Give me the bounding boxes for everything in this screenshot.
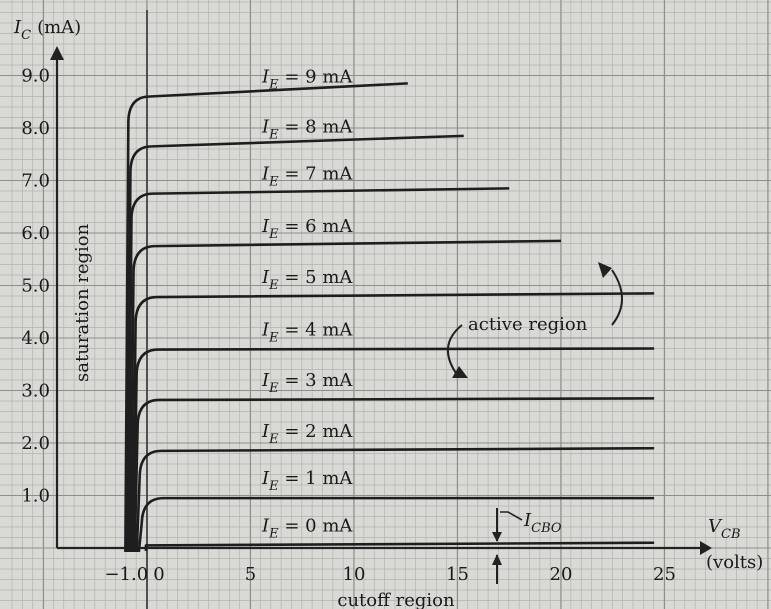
y-tick-label: 5.0: [21, 276, 50, 297]
active-arrow-down: [446, 324, 463, 377]
curve-label-subscript: E: [268, 432, 279, 447]
icbo-subscript: CBO: [531, 521, 562, 536]
curve-label-symbol: I: [261, 216, 270, 237]
active-region-label: active region: [468, 314, 588, 335]
curve-label-symbol: I: [261, 468, 270, 489]
y-tick-label: 1.0: [21, 486, 50, 507]
y-axis-symbol: I: [13, 17, 22, 38]
curve-label-subscript: E: [268, 78, 279, 93]
curve-label-symbol: I: [261, 320, 270, 341]
curve-ie-7: [127, 187, 510, 553]
curve-label-symbol: I: [261, 515, 270, 536]
curve-label-ie-1: IE = 1 mA: [261, 468, 353, 494]
curve-label-symbol: I: [261, 164, 270, 185]
y-axis-subscript: C: [21, 28, 31, 43]
x-tick-label: 25: [653, 564, 676, 585]
curve-label-value: = 7 mA: [279, 164, 354, 185]
x-tick-label: 10: [343, 564, 366, 585]
curve-label-ie-6: IE = 6 mA: [261, 216, 353, 242]
curve-label-value: = 5 mA: [279, 267, 354, 288]
curve-label-symbol: I: [261, 116, 270, 137]
x-axis-symbol: V: [708, 516, 723, 537]
y-tick-label: 6.0: [21, 223, 50, 244]
curve-label-value: = 6 mA: [279, 216, 354, 237]
y-axis-title: IC (mA): [13, 17, 81, 43]
y-tick-label: 3.0: [21, 381, 50, 402]
curve-label-ie-0: IE = 0 mA: [261, 515, 353, 541]
curve-ie-1: [137, 496, 655, 553]
axes: IC (mA)VCB(volts): [13, 10, 763, 609]
curve-ie-2: [135, 446, 655, 553]
curve-label-subscript: E: [268, 331, 279, 346]
curve-label-subscript: E: [268, 381, 279, 396]
curve-label-subscript: E: [268, 278, 279, 293]
saturation-region-label: saturation region: [72, 223, 93, 382]
curve-label-symbol: I: [261, 267, 270, 288]
x-axis-subscript: CB: [721, 527, 741, 542]
curve-ie-9: [124, 82, 408, 553]
curve-label-value: = 2 mA: [279, 421, 354, 442]
curve-label-ie-4: IE = 4 mA: [261, 320, 353, 346]
active-arrow-up-head: [598, 262, 612, 278]
curve-label-subscript: E: [268, 479, 279, 494]
icbo-label: ICBO: [523, 510, 562, 536]
y-axis-unit: (mA): [37, 17, 81, 38]
curve-label-symbol: I: [261, 421, 270, 442]
x-axis-unit: (volts): [706, 552, 763, 573]
curve-label-subscript: E: [268, 526, 279, 541]
curve-label-ie-9: IE = 9 mA: [261, 67, 353, 93]
x-axis-title: VCB: [708, 516, 741, 542]
annotations: saturation region active region cutoff reg…: [72, 223, 623, 609]
y-tick-label: 7.0: [21, 171, 50, 192]
curve-ie-3: [133, 397, 655, 553]
y-tick-label: 4.0: [21, 328, 50, 349]
tick-labels: 1.0 2.0 3.0 4.0 5.0 6.0 7.0 8.0 9.0 −1.0 0 5 10 15 20 2…: [21, 66, 676, 586]
y-tick-label: 9.0: [21, 66, 50, 87]
curve-label-value: = 1 mA: [279, 468, 354, 489]
x-tick-label: 0: [153, 564, 164, 585]
curve-label-subscript: E: [268, 227, 279, 242]
y-axis-arrow: [50, 46, 64, 60]
icbo-arrow-up-head: [492, 554, 502, 565]
curve-label-value: = 3 mA: [279, 370, 354, 391]
curve-ie-6: [129, 239, 562, 553]
curve-label-ie-3: IE = 3 mA: [261, 370, 353, 396]
x-tick-label: 20: [550, 564, 573, 585]
curve-ie-0: [144, 541, 655, 551]
curve-label-ie-8: IE = 8 mA: [261, 116, 353, 142]
curve-label-ie-2: IE = 2 mA: [261, 421, 353, 447]
x-axis-arrow: [700, 541, 712, 555]
icbo-arrow-down-head: [492, 532, 502, 542]
y-tick-label: 2.0: [21, 433, 50, 454]
curve-label-subscript: E: [268, 175, 279, 190]
curve-label-ie-7: IE = 7 mA: [261, 164, 353, 190]
curve-ie-5: [131, 292, 655, 553]
curves: [124, 82, 655, 553]
curve-label-ie-5: IE = 5 mA: [261, 267, 353, 293]
cutoff-region-label: cutoff region: [337, 590, 455, 609]
active-arrow-up: [611, 269, 623, 326]
curve-label-value: = 8 mA: [279, 116, 354, 137]
curve-label-value: = 0 mA: [279, 515, 354, 536]
curve-ie-4: [132, 347, 655, 553]
curve-ie-8: [126, 134, 464, 553]
y-tick-label: 8.0: [21, 118, 50, 139]
curve-label-subscript: E: [268, 127, 279, 142]
curve-label-symbol: I: [261, 370, 270, 391]
icbo-symbol: I: [523, 510, 532, 531]
x-tick-label: 5: [245, 564, 256, 585]
curve-label-symbol: I: [261, 67, 270, 88]
x-tick-label: −1.0: [104, 564, 148, 585]
active-arrow-down-head: [452, 366, 468, 378]
x-tick-label: 15: [446, 564, 469, 585]
curve-label-value: = 4 mA: [279, 320, 354, 341]
curve-label-value: = 9 mA: [279, 67, 354, 88]
icbo-leader: [500, 511, 523, 521]
